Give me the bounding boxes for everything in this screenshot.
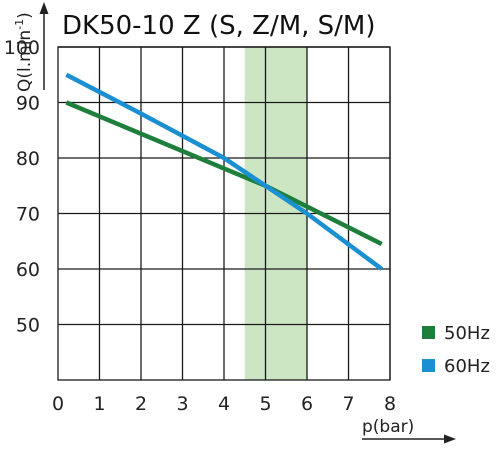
x-tick-label: 6: [301, 393, 313, 415]
x-axis-label: p(bar): [362, 417, 414, 437]
x-axis-arrow: [362, 434, 456, 444]
tick-labels: 0 1 2 3 4 5 6 7 8 50 60 70 80 90 100: [4, 37, 396, 415]
y-tick-label: 90: [16, 93, 40, 115]
y-tick-label: 80: [16, 148, 40, 170]
y-tick-label: 50: [16, 315, 40, 337]
x-tick-label: 5: [259, 393, 271, 415]
grid: [57, 46, 391, 381]
x-tick-label: 0: [52, 393, 64, 415]
legend: 50Hz 60Hz: [422, 323, 490, 377]
legend-label-60Hz: 60Hz: [444, 356, 490, 377]
series-line-60Hz: [65, 72, 384, 271]
legend-swatch-50Hz: [422, 326, 435, 339]
y-axis-arrow: [39, 2, 49, 90]
legend-swatch-60Hz: [422, 359, 435, 372]
y-tick-label: 100: [4, 37, 40, 59]
legend-label-50Hz: 50Hz: [444, 323, 490, 344]
x-tick-label: 1: [93, 393, 105, 415]
chart-title: DK50-10 Z (S, Z/M, S/M): [62, 11, 376, 41]
x-tick-label: 8: [384, 393, 396, 415]
series-layer: [65, 72, 384, 271]
x-tick-label: 4: [218, 393, 230, 415]
x-tick-label: 7: [342, 393, 354, 415]
y-tick-label: 70: [16, 204, 40, 226]
x-tick-label: 3: [176, 393, 188, 415]
x-tick-label: 2: [135, 393, 147, 415]
y-axis-label: Q(l.min-1): [13, 12, 35, 92]
y-tick-label: 60: [16, 259, 40, 281]
plot-frame: [57, 46, 391, 381]
